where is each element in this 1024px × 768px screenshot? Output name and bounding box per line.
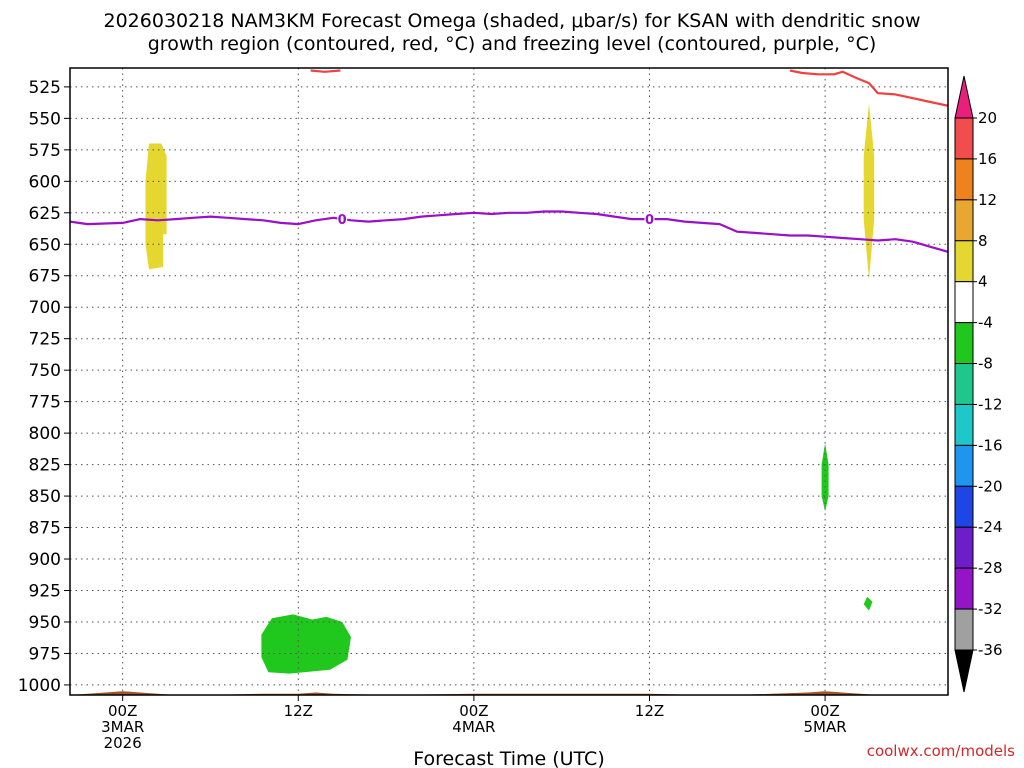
omega-area-3 xyxy=(821,443,829,512)
colorbar-swatch-10 xyxy=(954,526,974,569)
omega-area-4 xyxy=(863,596,873,611)
omega-area-1 xyxy=(863,103,875,280)
colorbar-swatch-9 xyxy=(954,485,974,528)
y-tick-label-650: 650 xyxy=(29,235,61,255)
y-tick-label-850: 850 xyxy=(29,487,61,507)
omega-area-0 xyxy=(145,143,167,270)
plot-frame xyxy=(69,67,949,696)
y-tick-label-975: 975 xyxy=(29,644,61,664)
x-tick-label-0-0: 00Z xyxy=(108,702,137,720)
x-tick-label-20-0: 00Z xyxy=(459,702,488,720)
colorbar-swatch-3 xyxy=(954,240,974,283)
x-tick-label-40-0: 00Z xyxy=(810,702,839,720)
colorbar-label-1: 16 xyxy=(978,150,997,168)
y-tick-label-575: 575 xyxy=(29,141,61,161)
x-tick-label-40-1: 5MAR xyxy=(803,718,846,736)
y-tick-label-800: 800 xyxy=(29,424,61,444)
terrain-fill xyxy=(70,691,948,695)
credit-text: coolwx.com/models xyxy=(867,742,1015,760)
colorbar-label-6: -8 xyxy=(978,355,993,373)
y-axis: 525 550 575 600 625 650 675 700 725 750 775 800 825 8… xyxy=(18,78,70,696)
colorbar-label-7: -12 xyxy=(978,395,1003,413)
x-tick-label-30-0: 12Z xyxy=(635,702,664,720)
y-tick-label-775: 775 xyxy=(29,393,61,413)
freezing-level-line xyxy=(70,210,948,253)
x-tick-label-0-2: 2026 xyxy=(104,734,142,752)
omega-shading xyxy=(145,103,875,674)
y-tick-label-750: 750 xyxy=(29,361,61,381)
colorbar-label-0: 20 xyxy=(978,109,997,127)
colorbar: 20 16 12 8 4 -4 -8 -12 -16 -20 -24 -28 -32 -36 xyxy=(954,75,1003,693)
dgz-contour-b xyxy=(789,69,948,107)
title-line-1: 2026030218 NAM3KM Forecast Omega (shaded… xyxy=(104,10,921,32)
colorbar-swatch-8 xyxy=(954,444,974,487)
colorbar-swatch-0 xyxy=(954,117,974,160)
colorbar-swatch-11 xyxy=(954,567,974,610)
colorbar-label-9: -20 xyxy=(978,477,1003,495)
x-tick-label-20-1: 4MAR xyxy=(452,718,495,736)
colorbar-label-4: 4 xyxy=(978,273,988,291)
colorbar-label-2: 12 xyxy=(978,191,997,209)
y-tick-label-550: 550 xyxy=(29,109,61,129)
y-tick-label-600: 600 xyxy=(29,172,61,192)
y-tick-label-525: 525 xyxy=(29,78,61,98)
x-tick-label-10-0: 12Z xyxy=(284,702,313,720)
colorbar-label-11: -28 xyxy=(978,559,1003,577)
grid-lines xyxy=(70,68,948,695)
y-tick-label-875: 875 xyxy=(29,519,61,539)
omega-area-2 xyxy=(261,614,351,674)
colorbar-label-5: -4 xyxy=(978,314,993,332)
colorbar-swatch-6 xyxy=(954,363,974,405)
y-tick-label-950: 950 xyxy=(29,613,61,633)
colorbar-swatch-12 xyxy=(954,608,974,651)
freezing-level-label-0: 0 xyxy=(338,213,347,228)
terrain xyxy=(70,691,948,695)
colorbar-bottom-arrow xyxy=(954,649,974,693)
colorbar-label-10: -24 xyxy=(978,518,1003,536)
y-tick-label-700: 700 xyxy=(29,298,61,318)
colorbar-label-8: -16 xyxy=(978,436,1003,454)
colorbar-swatch-4 xyxy=(954,281,974,324)
colorbar-swatch-5 xyxy=(954,322,974,365)
y-tick-label-825: 825 xyxy=(29,456,61,476)
colorbar-swatch-1 xyxy=(954,158,974,201)
colorbar-swatch-2 xyxy=(954,199,974,242)
dgz-contour-a xyxy=(310,69,341,73)
x-tick-label-0-1: 3MAR xyxy=(101,718,144,736)
y-tick-label-1000: 1000 xyxy=(18,676,61,696)
freezing-level-label-1: 0 xyxy=(645,213,654,228)
plot-area xyxy=(70,68,948,695)
colorbar-label-13: -36 xyxy=(978,641,1003,659)
y-tick-label-625: 625 xyxy=(29,204,61,224)
colorbar-label-3: 8 xyxy=(978,232,988,250)
colorbar-label-12: -32 xyxy=(978,600,1003,618)
y-tick-label-925: 925 xyxy=(29,582,61,602)
y-tick-label-900: 900 xyxy=(29,550,61,570)
y-tick-label-725: 725 xyxy=(29,330,61,350)
chart-title: 2026030218 NAM3KM Forecast Omega (shaded… xyxy=(104,10,921,55)
colorbar-swatch-7 xyxy=(954,403,974,446)
y-tick-label-675: 675 xyxy=(29,267,61,287)
title-line-2: growth region (contoured, red, °C) and f… xyxy=(148,33,877,55)
colorbar-top-arrow xyxy=(954,75,974,119)
x-axis-title: Forecast Time (UTC) xyxy=(413,748,604,768)
